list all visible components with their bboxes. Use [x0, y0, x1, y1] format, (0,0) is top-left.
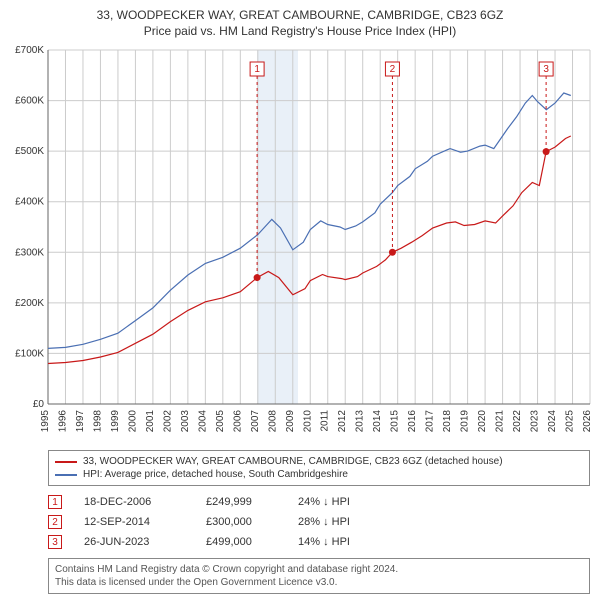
svg-text:2015: 2015: [390, 410, 401, 433]
svg-text:2005: 2005: [215, 410, 226, 433]
chart-svg: £0 £100K £200K £300K £400K £500K £600K £700K 199…: [6, 44, 594, 444]
event-date-1: 18-DEC-2006: [84, 496, 184, 508]
event-date-3: 26-JUN-2023: [84, 536, 184, 548]
event-pct-3: 14% ↓ HPI: [298, 536, 388, 548]
svg-text:3: 3: [543, 64, 549, 75]
svg-text:2011: 2011: [320, 410, 331, 432]
legend-swatch-hpi: [55, 474, 77, 476]
event-price-1: £249,999: [206, 496, 276, 508]
svg-text:£0: £0: [33, 399, 45, 410]
attribution-box: Contains HM Land Registry data © Crown c…: [48, 558, 590, 594]
svg-text:2002: 2002: [162, 410, 173, 433]
svg-text:1999: 1999: [110, 410, 121, 433]
svg-text:2009: 2009: [285, 410, 296, 433]
svg-text:1998: 1998: [92, 410, 103, 433]
svg-text:£100K: £100K: [15, 348, 44, 359]
title-line-1: 33, WOODPECKER WAY, GREAT CAMBOURNE, CAM…: [6, 8, 594, 22]
attribution-line-1: Contains HM Land Registry data © Crown c…: [55, 563, 583, 576]
event-row-3: 3 26-JUN-2023 £499,000 14% ↓ HPI: [48, 532, 590, 552]
svg-text:2001: 2001: [145, 410, 156, 433]
event-row-1: 1 18-DEC-2006 £249,999 24% ↓ HPI: [48, 492, 590, 512]
events-table: 1 18-DEC-2006 £249,999 24% ↓ HPI 2 12-SE…: [48, 492, 590, 552]
svg-text:1997: 1997: [75, 410, 86, 433]
svg-text:2026: 2026: [582, 410, 593, 433]
event-marker-3: 3: [48, 535, 62, 549]
svg-text:2025: 2025: [565, 410, 576, 433]
svg-text:2014: 2014: [372, 410, 383, 433]
svg-text:1996: 1996: [57, 410, 68, 433]
svg-text:2012: 2012: [337, 410, 348, 433]
svg-text:2010: 2010: [302, 410, 313, 433]
svg-text:2018: 2018: [442, 410, 453, 433]
svg-text:2020: 2020: [477, 410, 488, 433]
svg-text:£200K: £200K: [15, 298, 44, 309]
svg-text:2016: 2016: [407, 410, 418, 433]
legend-label-hpi: HPI: Average price, detached house, Sout…: [83, 469, 348, 480]
svg-text:2008: 2008: [267, 410, 278, 433]
legend-swatch-property: [55, 461, 77, 463]
svg-text:2023: 2023: [530, 410, 541, 433]
event-marker-2: 2: [48, 515, 62, 529]
legend-label-property: 33, WOODPECKER WAY, GREAT CAMBOURNE, CAM…: [83, 456, 503, 467]
event-marker-1: 1: [48, 495, 62, 509]
svg-text:2019: 2019: [460, 410, 471, 433]
svg-text:2004: 2004: [197, 410, 208, 433]
svg-text:1: 1: [254, 64, 260, 75]
legend-row-hpi: HPI: Average price, detached house, Sout…: [55, 468, 583, 481]
svg-text:2: 2: [390, 64, 396, 75]
svg-text:2024: 2024: [547, 410, 558, 433]
chart-title-block: 33, WOODPECKER WAY, GREAT CAMBOURNE, CAM…: [6, 8, 594, 38]
title-line-2: Price paid vs. HM Land Registry's House …: [6, 24, 594, 38]
event-pct-1: 24% ↓ HPI: [298, 496, 388, 508]
svg-text:£400K: £400K: [15, 197, 44, 208]
svg-text:2013: 2013: [355, 410, 366, 433]
svg-text:2022: 2022: [512, 410, 523, 433]
event-row-2: 2 12-SEP-2014 £300,000 28% ↓ HPI: [48, 512, 590, 532]
svg-text:1995: 1995: [40, 410, 51, 433]
svg-text:2017: 2017: [425, 410, 436, 433]
svg-text:2021: 2021: [495, 410, 506, 433]
svg-text:2007: 2007: [250, 410, 261, 433]
svg-text:2003: 2003: [180, 410, 191, 433]
legend-box: 33, WOODPECKER WAY, GREAT CAMBOURNE, CAM…: [48, 450, 590, 486]
svg-text:£600K: £600K: [15, 96, 44, 107]
event-date-2: 12-SEP-2014: [84, 516, 184, 528]
svg-text:2000: 2000: [127, 410, 138, 433]
event-price-2: £300,000: [206, 516, 276, 528]
event-pct-2: 28% ↓ HPI: [298, 516, 388, 528]
legend-row-property: 33, WOODPECKER WAY, GREAT CAMBOURNE, CAM…: [55, 455, 583, 468]
price-chart: £0 £100K £200K £300K £400K £500K £600K £700K 199…: [6, 44, 594, 444]
svg-text:£500K: £500K: [15, 146, 44, 157]
attribution-line-2: This data is licensed under the Open Gov…: [55, 576, 583, 589]
svg-text:2006: 2006: [232, 410, 243, 433]
svg-text:£300K: £300K: [15, 247, 44, 258]
svg-text:£700K: £700K: [15, 45, 44, 56]
event-price-3: £499,000: [206, 536, 276, 548]
